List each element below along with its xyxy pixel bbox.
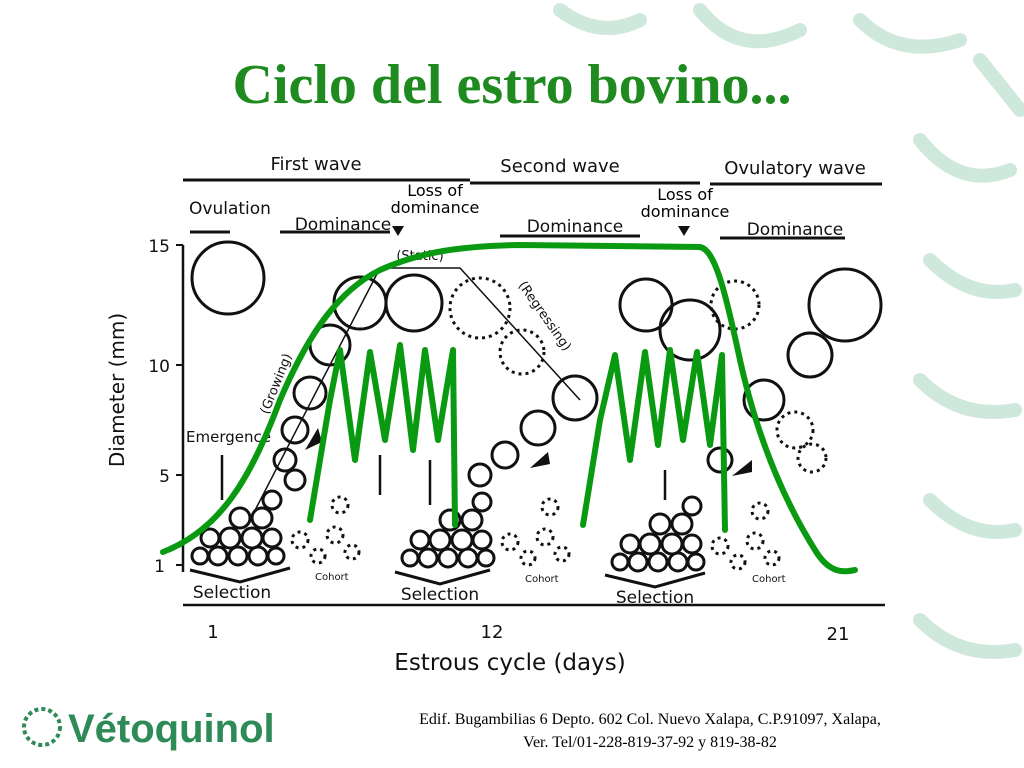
y-tick-label: 15 [148, 237, 170, 257]
y-tick-label: 1 [154, 557, 165, 577]
address-line: Edif. Bugambilias 6 Depto. 602 Col. Nuev… [419, 711, 881, 728]
leaf-decoration [553, 3, 1024, 659]
selection-label: Selection [616, 588, 694, 608]
wave-label: Second wave [500, 156, 619, 177]
wave-label: Ovulatory wave [724, 158, 866, 179]
loss-label: Loss of dominance [640, 186, 730, 221]
x-tick-label: 12 [481, 622, 504, 643]
wave-label: First wave [270, 154, 361, 175]
logo: Vétoquinol [22, 707, 275, 751]
loss-label: Loss of dominance [390, 182, 480, 217]
cohort-label: Cohort [315, 572, 349, 583]
x-tick-label: 1 [207, 622, 218, 643]
selection-label: Selection [193, 583, 271, 603]
ovulation-label: Ovulation [189, 199, 271, 219]
y-tick-label: 5 [159, 467, 170, 487]
logo-text: Vétoquinol [68, 707, 275, 751]
dominance-label: Dominance [527, 217, 624, 237]
x-axis-label: Estrous cycle (days) [394, 650, 625, 676]
slide-title: Ciclo del estro bovino... [233, 54, 792, 116]
cohort-label: Cohort [525, 574, 559, 585]
selection-label: Selection [401, 585, 479, 605]
y-axis-label: Diameter (mm) [105, 313, 129, 467]
diagram: First wave Second wave Ovulatory wave Ov… [105, 154, 885, 676]
dominance-label: Dominance [747, 220, 844, 240]
loss-text: Loss of dominance [640, 186, 730, 221]
loss-text: Loss of dominance [390, 182, 480, 217]
y-tick-label: 10 [148, 357, 170, 377]
green-annotation [160, 242, 858, 575]
address-line: Ver. Tel/01-228-819-37-92 y 819-38-82 [523, 734, 777, 751]
dominance-label: Dominance [295, 215, 392, 235]
x-tick-label: 21 [827, 624, 850, 645]
cohort-label: Cohort [752, 574, 786, 585]
emergence-label: Emergence [186, 428, 271, 446]
follicles [190, 240, 883, 573]
